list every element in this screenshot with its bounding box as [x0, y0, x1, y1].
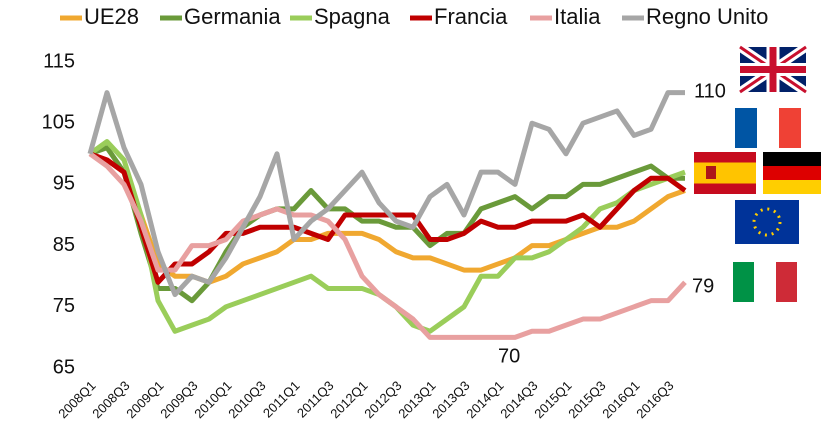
flag-germany — [763, 152, 821, 194]
y-tick-label: 105 — [42, 111, 75, 133]
plot: 657585951051152008Q12008Q32009Q12009Q320… — [42, 4, 769, 421]
legend-label: Germania — [184, 4, 281, 29]
legend-label: Francia — [434, 4, 508, 29]
flag-eu — [735, 200, 799, 244]
y-tick-label: 85 — [53, 234, 75, 256]
y-tick-label: 75 — [53, 295, 75, 317]
flag-spain — [694, 152, 756, 194]
y-tick-label: 65 — [53, 356, 75, 378]
series-line — [89, 145, 685, 304]
flag-france — [735, 108, 801, 148]
x-tick-label: 2010Q3 — [225, 378, 268, 421]
legend-label: Regno Unito — [646, 4, 768, 29]
annotation: 70 — [498, 345, 520, 367]
legend-label: Italia — [554, 4, 601, 29]
flag-uk — [737, 43, 809, 96]
y-tick-label: 95 — [53, 173, 75, 195]
flag-italy — [733, 262, 797, 302]
annotation: 79 — [692, 275, 714, 297]
series-line — [87, 90, 685, 298]
x-tick-label: 2016Q3 — [633, 378, 676, 421]
annotation: 110 — [694, 80, 726, 102]
legend-label: Spagna — [314, 4, 391, 29]
y-tick-label: 115 — [43, 50, 75, 72]
series-line — [88, 151, 687, 340]
x-tick-label: 2011Q1 — [260, 378, 303, 421]
legend-label: UE28 — [84, 4, 139, 29]
flags — [694, 43, 821, 302]
